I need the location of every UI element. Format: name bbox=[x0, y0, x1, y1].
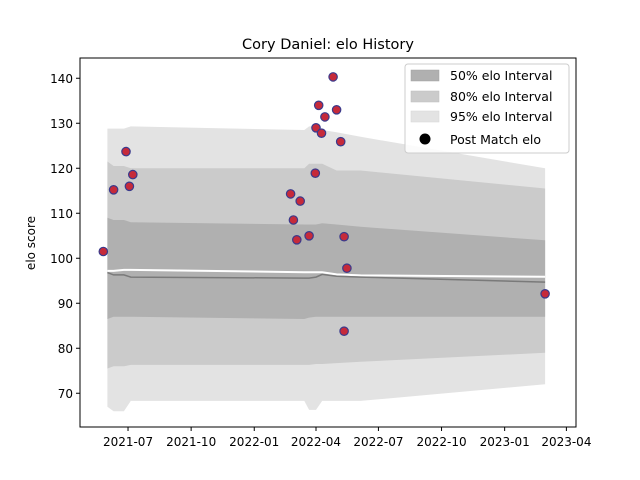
x-tick-label-4: 2022-04 bbox=[291, 435, 341, 449]
y-axis-label: elo score bbox=[24, 216, 38, 270]
post-match-point-19 bbox=[339, 231, 349, 242]
post-match-point-3 bbox=[121, 146, 131, 157]
post-elo-line bbox=[107, 268, 546, 278]
post-match-point-18 bbox=[335, 136, 346, 147]
y-tick-label-4: 100 bbox=[50, 252, 73, 266]
post-match-point-6 bbox=[285, 189, 296, 199]
x-tick-label-2: 2021-10 bbox=[166, 435, 216, 449]
plot-frame bbox=[79, 57, 577, 428]
x-tick-label-6: 2022-10 bbox=[416, 435, 466, 449]
x-tick-label-5: 2022-07 bbox=[353, 435, 403, 449]
legend-label-80: 80% elo Interval bbox=[450, 89, 552, 104]
y-tick-label-2: 80 bbox=[58, 342, 73, 356]
y-axis-ticks: 70 80 90 100 110 120 130 140 bbox=[50, 72, 80, 401]
post-match-points bbox=[98, 72, 550, 336]
chart-title: Cory Daniel: elo History bbox=[242, 37, 414, 53]
post-match-point-8 bbox=[291, 235, 302, 245]
post-match-point-2 bbox=[108, 185, 119, 195]
y-tick-label-5: 110 bbox=[50, 207, 73, 221]
post-match-point-13 bbox=[313, 100, 324, 111]
post-match-point-22 bbox=[540, 288, 550, 299]
post-match-point-20 bbox=[339, 326, 349, 336]
post-match-point-17 bbox=[331, 105, 342, 115]
post-match-point-16 bbox=[328, 72, 338, 82]
y-tick-label-1: 70 bbox=[58, 387, 73, 401]
legend-swatch-50 bbox=[410, 69, 440, 82]
y-tick-label-6: 120 bbox=[50, 162, 73, 176]
mean-elo-line bbox=[107, 271, 546, 283]
y-tick-label-8: 140 bbox=[50, 72, 73, 86]
post-match-point-9 bbox=[295, 196, 305, 206]
x-tick-label-8: 2023-04 bbox=[541, 435, 591, 449]
band-50-interval bbox=[107, 217, 546, 319]
post-match-point-4 bbox=[124, 181, 135, 192]
post-match-point-10 bbox=[304, 231, 314, 241]
legend-marker-post-match bbox=[419, 133, 431, 145]
post-match-point-21 bbox=[342, 263, 352, 273]
legend-label-95: 95% elo Interval bbox=[450, 109, 552, 124]
legend-label-50: 50% elo Interval bbox=[450, 68, 552, 83]
x-tick-label-7: 2023-01 bbox=[480, 435, 530, 449]
x-axis-ticks: 2021-07 2021-10 2022-01 2022-04 2022-07 2022-… bbox=[103, 427, 591, 449]
legend-frame bbox=[404, 63, 570, 154]
trend-lines bbox=[107, 268, 546, 283]
x-tick-label-1: 2021-07 bbox=[103, 435, 153, 449]
post-match-point-14 bbox=[316, 128, 327, 138]
legend-label-post-match: Post Match elo bbox=[450, 132, 541, 147]
post-match-point-15 bbox=[320, 112, 330, 122]
y-tick-label-3: 90 bbox=[58, 297, 73, 311]
legend-swatch-80 bbox=[410, 90, 440, 103]
interval-bands bbox=[107, 126, 546, 412]
legend-swatch-95 bbox=[410, 110, 440, 123]
post-match-point-5 bbox=[128, 169, 138, 180]
legend: 50% elo Interval 80% elo Interval 95% el… bbox=[404, 63, 570, 154]
post-match-point-11 bbox=[310, 168, 321, 178]
x-tick-label-3: 2022-01 bbox=[229, 435, 279, 449]
post-match-point-7 bbox=[288, 215, 299, 225]
y-tick-label-7: 130 bbox=[50, 117, 73, 131]
post-match-point-1 bbox=[98, 246, 109, 257]
